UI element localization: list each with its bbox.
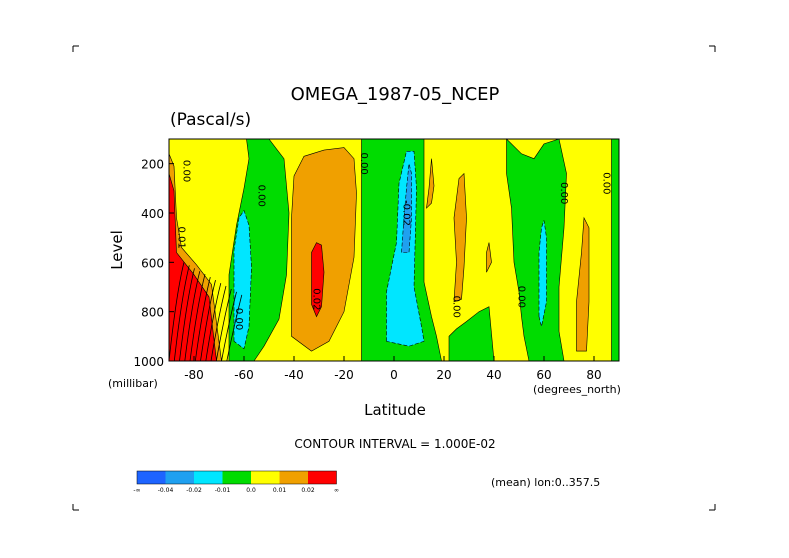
region-ascent-60s-core — [233, 209, 252, 350]
polar-contour-line — [226, 294, 243, 362]
legend-label: -0.02 — [186, 487, 202, 494]
legend-swatch — [308, 471, 337, 484]
legend-swatch — [165, 471, 194, 484]
contour-label: 0.01 — [176, 227, 187, 249]
legend-label: ∞ — [334, 487, 339, 494]
crop-mark-top-right — [709, 45, 716, 52]
x-tick-label: -20 — [334, 368, 354, 382]
region-descent-30s — [291, 147, 357, 352]
contour-label: 0.00 — [451, 296, 462, 318]
x-tick-label: 0 — [390, 368, 398, 382]
contour-label: 0.00 — [181, 160, 192, 182]
polar-contour-line — [189, 274, 206, 362]
y-axis: 200 400 600 800 1000 — [133, 158, 174, 369]
contour-label: 0.00 — [516, 286, 527, 308]
y-axis-units: (millibar) — [108, 377, 158, 390]
contour-label: 0.00 — [358, 153, 369, 175]
polar-contour-line — [168, 262, 185, 362]
y-tick-label: 600 — [141, 256, 164, 270]
legend-swatch — [194, 471, 223, 484]
polar-contour-line — [179, 268, 195, 362]
region-descent-20n-b — [453, 172, 467, 303]
polar-contour-line — [215, 288, 232, 362]
region-ascent-40n — [448, 306, 495, 362]
contour-label: 0.00 — [601, 172, 612, 194]
region-ascent-itcz-center — [401, 163, 412, 253]
polar-contour-line — [210, 285, 227, 362]
x-tick-label: 80 — [586, 368, 601, 382]
contour-label: -0.02 — [401, 200, 412, 226]
contour-interval-note: CONTOUR INTERVAL = 1.000E-02 — [294, 437, 495, 451]
contour-fill-regions — [168, 138, 620, 362]
region-descent-38n — [486, 242, 492, 273]
x-axis: -80 -60 -40 -20 0 20 40 60 80 — [184, 356, 602, 382]
x-axis-label: Latitude — [364, 401, 426, 419]
x-tick-label: 20 — [436, 368, 451, 382]
x-tick-label: 60 — [536, 368, 551, 382]
legend-swatch — [137, 471, 166, 484]
contour-label: 0.00 — [256, 185, 267, 207]
contour-label: 0.00 — [233, 308, 244, 330]
polar-contour-lines — [168, 262, 243, 362]
legend-swatch — [222, 471, 251, 484]
legend-label: 0.02 — [301, 487, 315, 494]
mean-longitude-note: (mean) lon:0..357.5 — [491, 476, 600, 489]
region-descent-polar-core — [168, 173, 217, 362]
polar-contour-line — [221, 291, 237, 362]
legend-frame — [136, 470, 337, 485]
region-ascent-50n-core — [538, 220, 547, 327]
polar-contour-line — [205, 283, 222, 362]
region-descent-30s-core — [311, 242, 325, 318]
region-descent-75n — [576, 216, 590, 352]
legend-swatch — [251, 471, 280, 484]
crop-mark-bottom-right — [709, 504, 716, 511]
polar-contour-line — [184, 271, 201, 362]
y-tick-label: 1000 — [133, 355, 164, 369]
contour-label: 0.02 — [311, 288, 322, 310]
chart-title: OMEGA_1987-05_NCEP — [291, 84, 500, 105]
legend-label: 0.01 — [273, 487, 287, 494]
y-tick-label: 200 — [141, 158, 164, 172]
region-descent-20n-a — [426, 158, 435, 209]
crop-mark-bottom-left — [72, 504, 79, 511]
x-tick-label: -80 — [184, 368, 204, 382]
legend-swatch — [279, 471, 308, 484]
x-tick-label: -40 — [284, 368, 304, 382]
polar-contour-line — [200, 280, 216, 362]
legend-label: -0.04 — [158, 487, 174, 494]
crop-marks — [72, 45, 716, 511]
chart-units: (Pascal/s) — [170, 110, 251, 130]
polar-contour-line — [173, 265, 190, 362]
contour-label: 0.00 — [558, 182, 569, 204]
legend-label: -0.01 — [215, 487, 231, 494]
crop-mark-top-left — [72, 45, 79, 52]
x-axis-units: (degrees_north) — [533, 383, 621, 396]
y-tick-label: 800 — [141, 306, 164, 320]
x-tick-label: -60 — [234, 368, 254, 382]
legend-label: 0.0 — [246, 487, 256, 494]
x-tick-label: 40 — [486, 368, 501, 382]
contour-labels: 0.00 0.01 0.00 0.00 0.02 0.00 -0.02 0.00 0.00 0.0… — [176, 153, 612, 331]
region-ascent-polar-north — [611, 138, 620, 362]
region-ascent-50n — [506, 138, 567, 362]
color-legend: -∞ -0.04 -0.02 -0.01 0.0 0.01 0.02 ∞ — [133, 470, 339, 494]
y-axis-label: Level — [108, 230, 126, 270]
polar-contour-line — [194, 277, 211, 362]
legend-label: -∞ — [133, 487, 140, 494]
y-tick-label: 400 — [141, 207, 164, 221]
